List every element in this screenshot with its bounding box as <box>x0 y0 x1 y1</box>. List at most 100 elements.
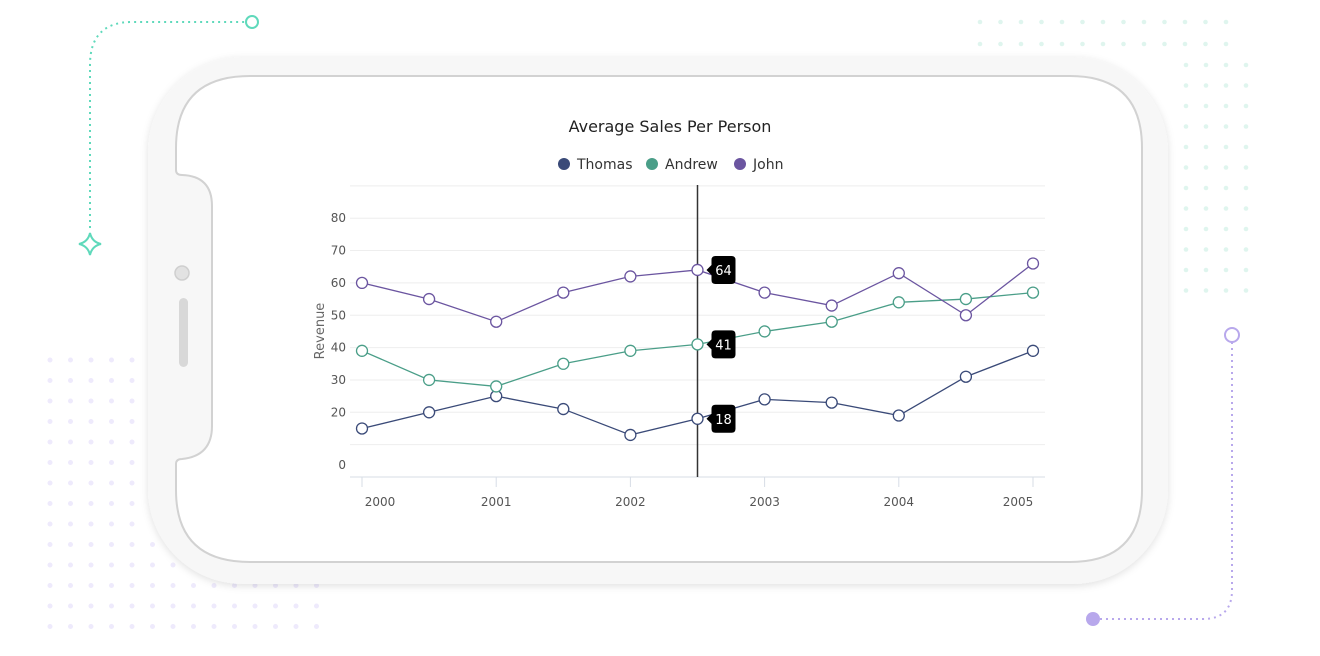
data-point <box>355 344 369 357</box>
phone-screen <box>175 75 1143 563</box>
dot <box>129 501 135 506</box>
dot <box>1203 83 1209 88</box>
dot <box>88 603 94 609</box>
dot <box>109 624 114 629</box>
dot <box>47 378 53 383</box>
tooltip-box <box>706 255 736 284</box>
dot <box>1141 41 1147 47</box>
x-tick-label: 2005 <box>1003 495 1034 509</box>
data-point <box>355 422 369 435</box>
y-tick-label: 60 <box>331 276 346 290</box>
dot <box>1243 144 1249 150</box>
data-point <box>892 296 905 309</box>
purple-ring-icon <box>1224 327 1240 343</box>
legend: Thomas Andrew John <box>558 157 783 173</box>
dot <box>1223 267 1229 273</box>
phone-side-button <box>179 298 188 367</box>
data-point <box>490 380 503 393</box>
series-john <box>355 257 1040 328</box>
green-ring-icon <box>245 15 259 29</box>
dot <box>1223 185 1229 191</box>
data-point <box>959 292 973 306</box>
data-point <box>557 357 570 370</box>
dot <box>68 521 73 527</box>
dot <box>47 501 53 506</box>
dot <box>1223 165 1229 170</box>
data-point <box>758 325 771 338</box>
dot <box>68 378 73 383</box>
data-point <box>691 412 704 425</box>
x-tick-label: 2003 <box>749 495 780 509</box>
series-group <box>355 257 1040 442</box>
dot <box>88 521 94 527</box>
dot <box>68 357 73 363</box>
dot <box>191 583 196 588</box>
sparkle-star-icon <box>78 232 102 256</box>
dot <box>1059 19 1065 25</box>
data-point <box>422 292 436 306</box>
dot <box>68 603 73 609</box>
dot <box>314 624 319 629</box>
dot <box>1039 41 1044 47</box>
dot <box>1223 19 1229 25</box>
data-point <box>557 286 570 299</box>
dot <box>68 501 73 506</box>
series-andrew <box>355 286 1040 393</box>
data-point <box>959 309 973 322</box>
dot <box>1243 165 1249 170</box>
dot <box>1223 247 1229 252</box>
dot <box>129 460 135 465</box>
dot <box>109 439 114 445</box>
dot <box>1203 206 1209 211</box>
dot <box>129 439 135 445</box>
dot <box>150 562 155 568</box>
dot <box>88 419 94 424</box>
dot <box>232 583 237 588</box>
phone-camera-icon <box>174 265 190 281</box>
dot <box>1182 19 1188 25</box>
dot <box>109 398 114 404</box>
dot <box>129 542 135 547</box>
dot <box>252 624 258 629</box>
legend-label-thomas: Thomas <box>576 157 633 173</box>
dot <box>170 624 176 629</box>
dot <box>1080 41 1085 47</box>
dot <box>1162 41 1167 47</box>
dot <box>1223 144 1229 150</box>
dot <box>1121 41 1126 47</box>
y-tick-label: 70 <box>331 244 346 258</box>
dot <box>109 583 114 588</box>
dot <box>68 439 73 445</box>
dot <box>47 624 53 629</box>
green-dot-grid <box>977 19 1249 293</box>
dot <box>150 624 155 629</box>
data-point <box>691 338 704 351</box>
dot <box>1183 144 1189 150</box>
dot <box>88 378 94 383</box>
dot <box>109 357 114 363</box>
dot <box>977 19 983 25</box>
dot <box>47 357 53 363</box>
dot <box>1203 185 1209 191</box>
dot <box>1203 19 1208 25</box>
dot <box>1223 226 1229 232</box>
dot <box>109 460 114 465</box>
dot <box>88 501 94 506</box>
dot <box>1183 124 1189 129</box>
dot <box>129 562 135 568</box>
tooltip-andrew: 41 <box>706 330 736 359</box>
dot <box>109 562 114 568</box>
dot <box>109 603 114 609</box>
dot <box>47 398 53 404</box>
dot <box>1182 41 1188 47</box>
dot <box>47 542 53 547</box>
dot <box>293 603 299 609</box>
y-tick-label: 30 <box>331 373 346 387</box>
dot <box>1183 206 1189 211</box>
dot <box>68 398 73 404</box>
dot <box>170 603 176 609</box>
dot <box>88 624 94 629</box>
dot <box>170 562 176 568</box>
purple-dotted-connector <box>1100 342 1233 620</box>
dot <box>1183 62 1189 68</box>
